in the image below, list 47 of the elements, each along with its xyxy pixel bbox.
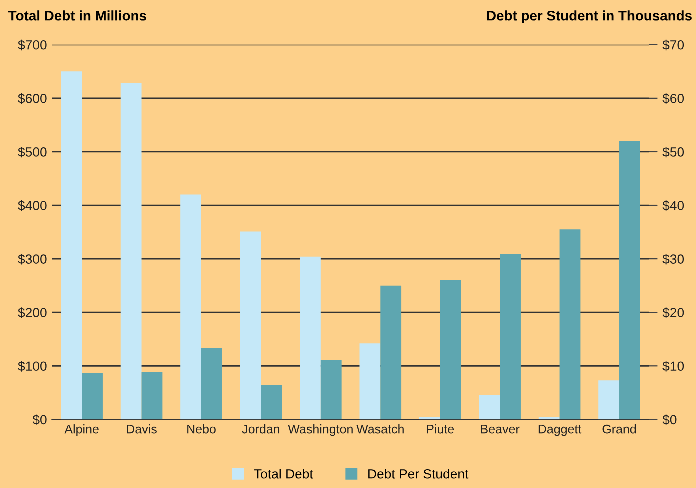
bar xyxy=(620,141,640,420)
x-tick-label: Daggett xyxy=(538,425,582,436)
x-tick-label: Alpine xyxy=(64,424,99,436)
y2-tick-label: $40 xyxy=(662,200,684,212)
bar xyxy=(120,83,142,420)
bar xyxy=(419,417,440,420)
bar xyxy=(300,256,321,420)
y2-tick-label: $70 xyxy=(662,40,684,51)
bar xyxy=(598,380,620,420)
y-tick-label: $300 xyxy=(18,254,47,265)
y2-tick-label: $50 xyxy=(662,146,684,158)
bar xyxy=(500,254,521,420)
y-axis-title: Total Debt in Millions xyxy=(8,10,146,21)
y-tick-label: $400 xyxy=(18,200,47,212)
y2-tick-label: $0 xyxy=(662,414,677,426)
x-tick-label: Beaver xyxy=(481,425,520,434)
y-tick-label: $600 xyxy=(18,93,47,104)
x-tick-label: Nebo xyxy=(188,424,216,434)
bar xyxy=(538,417,560,420)
y2-tick-label: $10 xyxy=(662,361,684,372)
bar xyxy=(61,72,82,420)
y2-tick-label: $30 xyxy=(662,254,684,265)
y-tick-label: $500 xyxy=(18,146,47,158)
bar xyxy=(201,348,222,420)
bar xyxy=(261,385,282,420)
y-tick-label: $100 xyxy=(18,361,47,372)
x-tick-label: Davis xyxy=(127,424,157,434)
y2-tick-label: $60 xyxy=(662,93,684,104)
bar xyxy=(560,230,581,420)
bar xyxy=(142,372,163,420)
y-tick-label: $200 xyxy=(18,308,47,318)
y2-axis-title: Debt per Student in Thousands xyxy=(487,10,692,24)
y2-tick-label: $20 xyxy=(662,308,684,318)
y-tick-label: $0 xyxy=(32,414,47,426)
bar xyxy=(240,232,262,420)
bar xyxy=(82,373,103,420)
y-tick-label: $700 xyxy=(18,40,47,51)
x-tick-label: Wasatch xyxy=(356,424,404,434)
x-tick-label: Washington xyxy=(288,424,353,436)
bar xyxy=(180,194,202,420)
legend-label: Total Debt xyxy=(254,469,314,479)
legend-label: Debt Per Student xyxy=(368,469,469,479)
x-tick-label: Grand xyxy=(602,424,636,434)
x-tick-label: Jordan xyxy=(242,424,280,434)
bar xyxy=(440,280,462,420)
bar xyxy=(479,395,500,420)
x-tick-label: Piute xyxy=(427,424,454,434)
